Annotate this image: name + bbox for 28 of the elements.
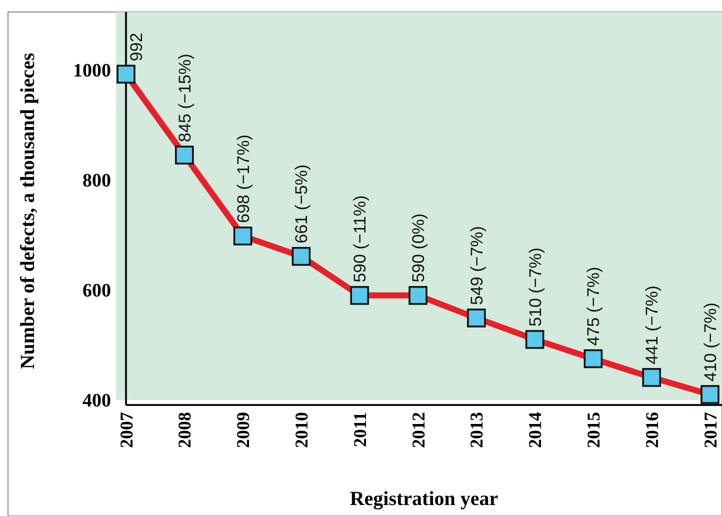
x-tick-label: 2010 [292, 412, 312, 448]
x-axis-title: Registration year [350, 488, 498, 510]
x-tick-label: 2009 [233, 412, 254, 448]
y-tick-label: 400 [82, 390, 111, 412]
data-label: 992 [127, 32, 146, 62]
x-tick-label: 2007 [116, 412, 136, 448]
data-label: 845 (−15%) [175, 54, 194, 142]
x-tick-label: 2017 [700, 412, 720, 448]
data-label: 590 (0%) [409, 213, 428, 282]
x-tick-label: 2016 [642, 412, 662, 448]
data-label: 590 (−11%) [350, 195, 370, 282]
x-tick-label: 2011 [350, 412, 370, 448]
data-label: 441 (−7%) [642, 286, 662, 364]
x-tick-label: 2014 [525, 412, 546, 448]
data-label: 661 (−5%) [292, 164, 312, 244]
x-tick-label: 2008 [174, 412, 195, 448]
data-label: 510 (−7%) [526, 248, 545, 326]
data-label: 410 (−7%) [701, 302, 720, 382]
y-tick-label: 800 [82, 170, 111, 192]
y-axis-title: Number of defects, a thousand pieces [17, 52, 39, 370]
data-label: 549 (−7%) [467, 226, 486, 305]
x-tick-label: 2012 [408, 412, 428, 448]
y-tick-label: 600 [82, 280, 111, 302]
x-tick-label: 2015 [584, 412, 604, 448]
y-tick-label: 1000 [73, 60, 111, 82]
data-label: 475 (−7%) [584, 266, 604, 346]
data-label: 698 (−17%) [234, 134, 253, 223]
x-tick-label: 2013 [466, 412, 487, 448]
